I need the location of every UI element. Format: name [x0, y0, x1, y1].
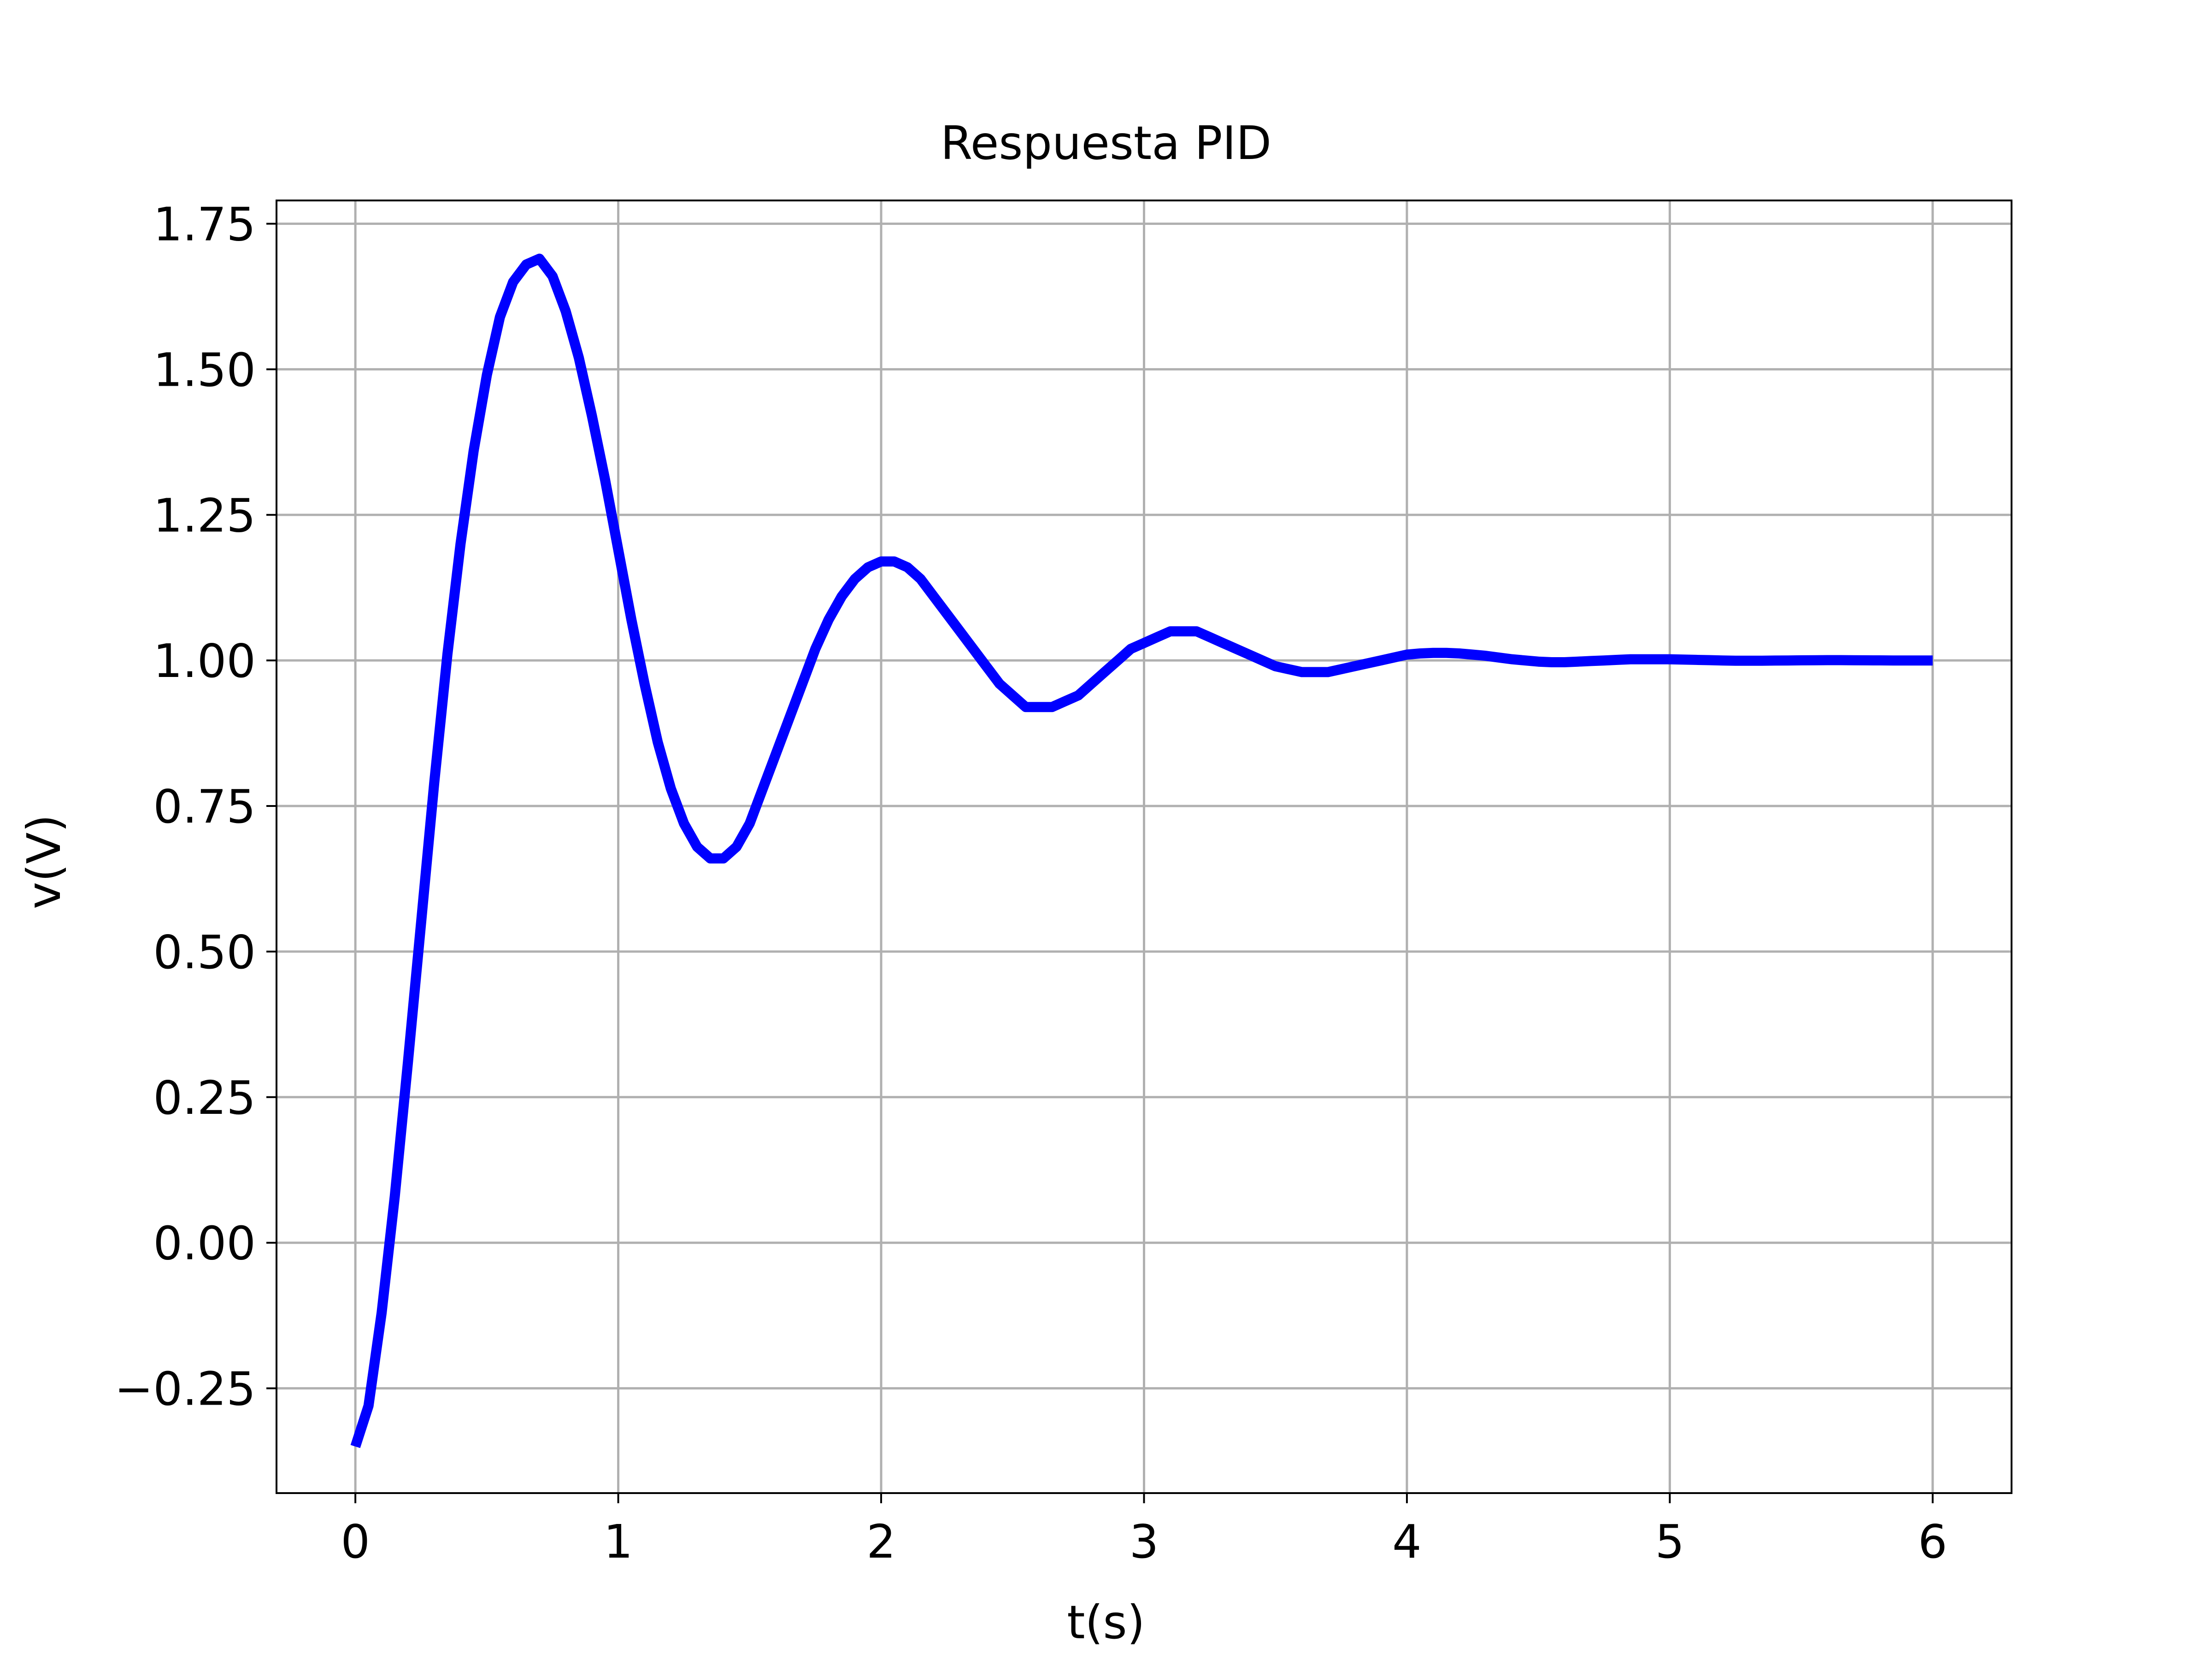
x-tick-label: 3: [1130, 1515, 1159, 1569]
y-tick-label: 1.25: [153, 488, 256, 542]
x-tick-label: 2: [866, 1515, 896, 1569]
y-tick-label: 1.75: [153, 198, 256, 252]
x-tick-label: 0: [341, 1515, 370, 1569]
x-tick-label: 1: [604, 1515, 633, 1569]
y-tick-label: 0.00: [153, 1217, 256, 1271]
x-axis-label: t(s): [1067, 1595, 1145, 1649]
y-tick-label: 0.75: [153, 780, 256, 834]
y-axis-label: v(V): [17, 814, 71, 909]
y-tick-label: 0.25: [153, 1071, 256, 1125]
series-line-0: [350, 253, 1933, 1448]
series-layer: [350, 253, 1933, 1448]
x-tick-label: 6: [1918, 1515, 1947, 1569]
y-tick-label: 1.50: [153, 343, 256, 397]
y-tick-label: −0.25: [115, 1362, 256, 1416]
chart-title: Respuesta PID: [941, 116, 1271, 170]
y-tick-label: 0.50: [153, 925, 256, 979]
tick-layer: 0 1 2 3 4 5 6 −0.25 0.00 0.25 0.50 0.75 1.00 1.25 1.50…: [115, 198, 1947, 1569]
y-tick-label: 1.00: [153, 634, 256, 688]
x-tick-label: 4: [1392, 1515, 1422, 1569]
x-tick-label: 5: [1655, 1515, 1685, 1569]
